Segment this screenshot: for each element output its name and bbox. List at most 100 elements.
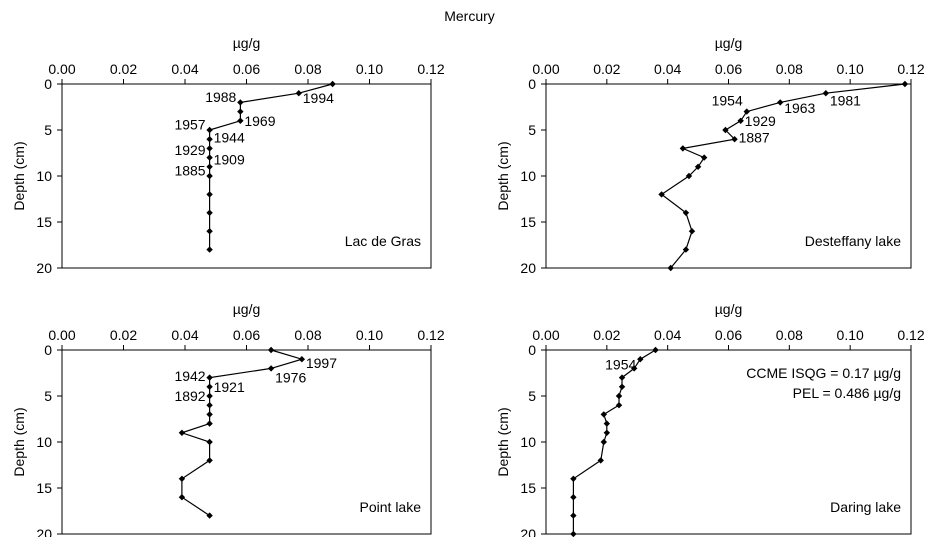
x-tick-label: 0.10 — [356, 61, 383, 77]
data-point — [206, 191, 213, 198]
y-axis-label: Depth (cm) — [11, 407, 27, 476]
data-point — [237, 99, 244, 106]
data-point — [206, 246, 213, 253]
x-tick-label: 0.10 — [837, 327, 864, 343]
data-point — [206, 457, 213, 464]
data-point — [652, 346, 659, 354]
x-tick-label: 0.04 — [171, 61, 198, 77]
x-tick-label: 0.08 — [776, 61, 803, 77]
data-point — [570, 512, 577, 519]
data-point — [206, 383, 213, 390]
data-point — [206, 392, 213, 400]
date-annotation: 1954 — [712, 93, 743, 109]
date-annotation: 1942 — [174, 368, 205, 384]
y-tick-label: 20 — [36, 526, 52, 537]
data-point — [267, 346, 275, 354]
y-tick-label: 0 — [528, 76, 536, 92]
x-tick-label: 0.06 — [233, 61, 260, 77]
data-point — [206, 438, 213, 446]
data-point — [682, 209, 690, 216]
y-tick-label: 20 — [520, 526, 536, 537]
x-tick-label: 0.02 — [593, 327, 620, 343]
y-tick-label: 10 — [36, 434, 52, 450]
x-axis-label: µg/g — [715, 301, 743, 317]
date-annotation: 1957 — [174, 116, 205, 132]
y-tick-label: 20 — [520, 260, 536, 276]
x-tick-label: 0.06 — [233, 327, 260, 343]
data-point — [600, 438, 607, 446]
data-point — [329, 80, 336, 88]
series-line — [660, 83, 905, 269]
date-annotation: 1921 — [214, 379, 245, 395]
x-tick-label: 0.04 — [654, 61, 681, 77]
data-point — [743, 108, 750, 115]
x-tick-label: 0.02 — [110, 327, 137, 343]
chart-panel-daring-lake: µg/g Depth (cm) 0.00 0.02 0.04 0.06 0.08 0.10 0.… — [495, 301, 925, 537]
data-point — [615, 402, 623, 409]
panel-label: Daring lake — [830, 499, 901, 515]
date-annotation: 1976 — [275, 370, 306, 386]
data-point — [722, 126, 729, 134]
y-tick-label: 20 — [36, 260, 52, 276]
chart-panel-desteffany-lake: µg/g Depth (cm) 0.00 0.02 0.04 0.06 0.08 0.10 0.… — [495, 35, 925, 276]
data-point — [822, 90, 830, 97]
panel-label: Lac de Gras — [345, 233, 421, 249]
data-point — [267, 365, 275, 372]
data-point — [178, 494, 186, 501]
date-annotation: 1997 — [306, 355, 337, 371]
date-annotation: 1969 — [244, 113, 275, 129]
x-tick-label: 0.12 — [897, 327, 924, 343]
data-point — [206, 420, 213, 427]
data-point — [206, 154, 213, 161]
y-tick-label: 15 — [36, 214, 52, 230]
date-annotation: 1963 — [784, 100, 815, 116]
data-point — [603, 429, 611, 436]
date-annotation: 1981 — [830, 93, 861, 109]
data-point — [570, 494, 577, 501]
date-annotation: 1929 — [745, 113, 776, 129]
x-tick-label: 0.08 — [294, 327, 321, 343]
y-axis-label: Depth (cm) — [11, 141, 27, 210]
x-tick-label: 0.08 — [776, 327, 803, 343]
y-axis-label: Depth (cm) — [495, 407, 511, 476]
x-tick-label: 0.04 — [171, 327, 198, 343]
y-tick-label: 10 — [520, 168, 536, 184]
guideline-note: PEL = 0.486 µg/g — [793, 385, 901, 401]
guideline-note: CCME ISQG = 0.17 µg/g — [746, 365, 901, 381]
x-tick-label: 0.12 — [417, 327, 444, 343]
x-tick-label: 0.10 — [837, 61, 864, 77]
panel-label: Point lake — [360, 499, 422, 515]
x-axis-label: µg/g — [233, 35, 261, 51]
x-tick-label: 0.02 — [110, 61, 137, 77]
data-point — [178, 429, 186, 436]
data-point — [206, 228, 213, 235]
date-annotation: 1944 — [214, 129, 245, 145]
date-annotation: 1994 — [303, 90, 334, 106]
date-annotation: 1909 — [214, 151, 245, 167]
x-tick-label: 0.12 — [897, 61, 924, 77]
data-point — [206, 512, 213, 519]
y-tick-label: 0 — [528, 342, 536, 358]
data-point — [206, 136, 213, 143]
data-point — [615, 392, 623, 400]
data-point — [679, 145, 687, 152]
y-tick-label: 15 — [520, 480, 536, 496]
data-point — [731, 136, 738, 143]
data-point — [700, 154, 708, 161]
y-tick-label: 0 — [44, 76, 52, 92]
x-tick-label: 0.12 — [417, 61, 444, 77]
data-point — [667, 264, 674, 272]
data-point — [206, 411, 213, 418]
figure-title: Mercury — [444, 8, 495, 24]
data-point — [603, 420, 611, 427]
data-point — [694, 163, 702, 170]
chart-panel-lac-de-gras: µg/g Depth (cm) 0.00 0.02 0.04 0.06 0.08 0.10 0.… — [11, 35, 445, 276]
y-tick-label: 0 — [44, 342, 52, 358]
panel-label: Desteffany lake — [805, 233, 901, 249]
data-point — [206, 209, 213, 216]
data-point — [298, 356, 306, 363]
data-point — [682, 246, 690, 253]
data-point — [631, 365, 638, 372]
x-tick-label: 0.06 — [715, 61, 742, 77]
